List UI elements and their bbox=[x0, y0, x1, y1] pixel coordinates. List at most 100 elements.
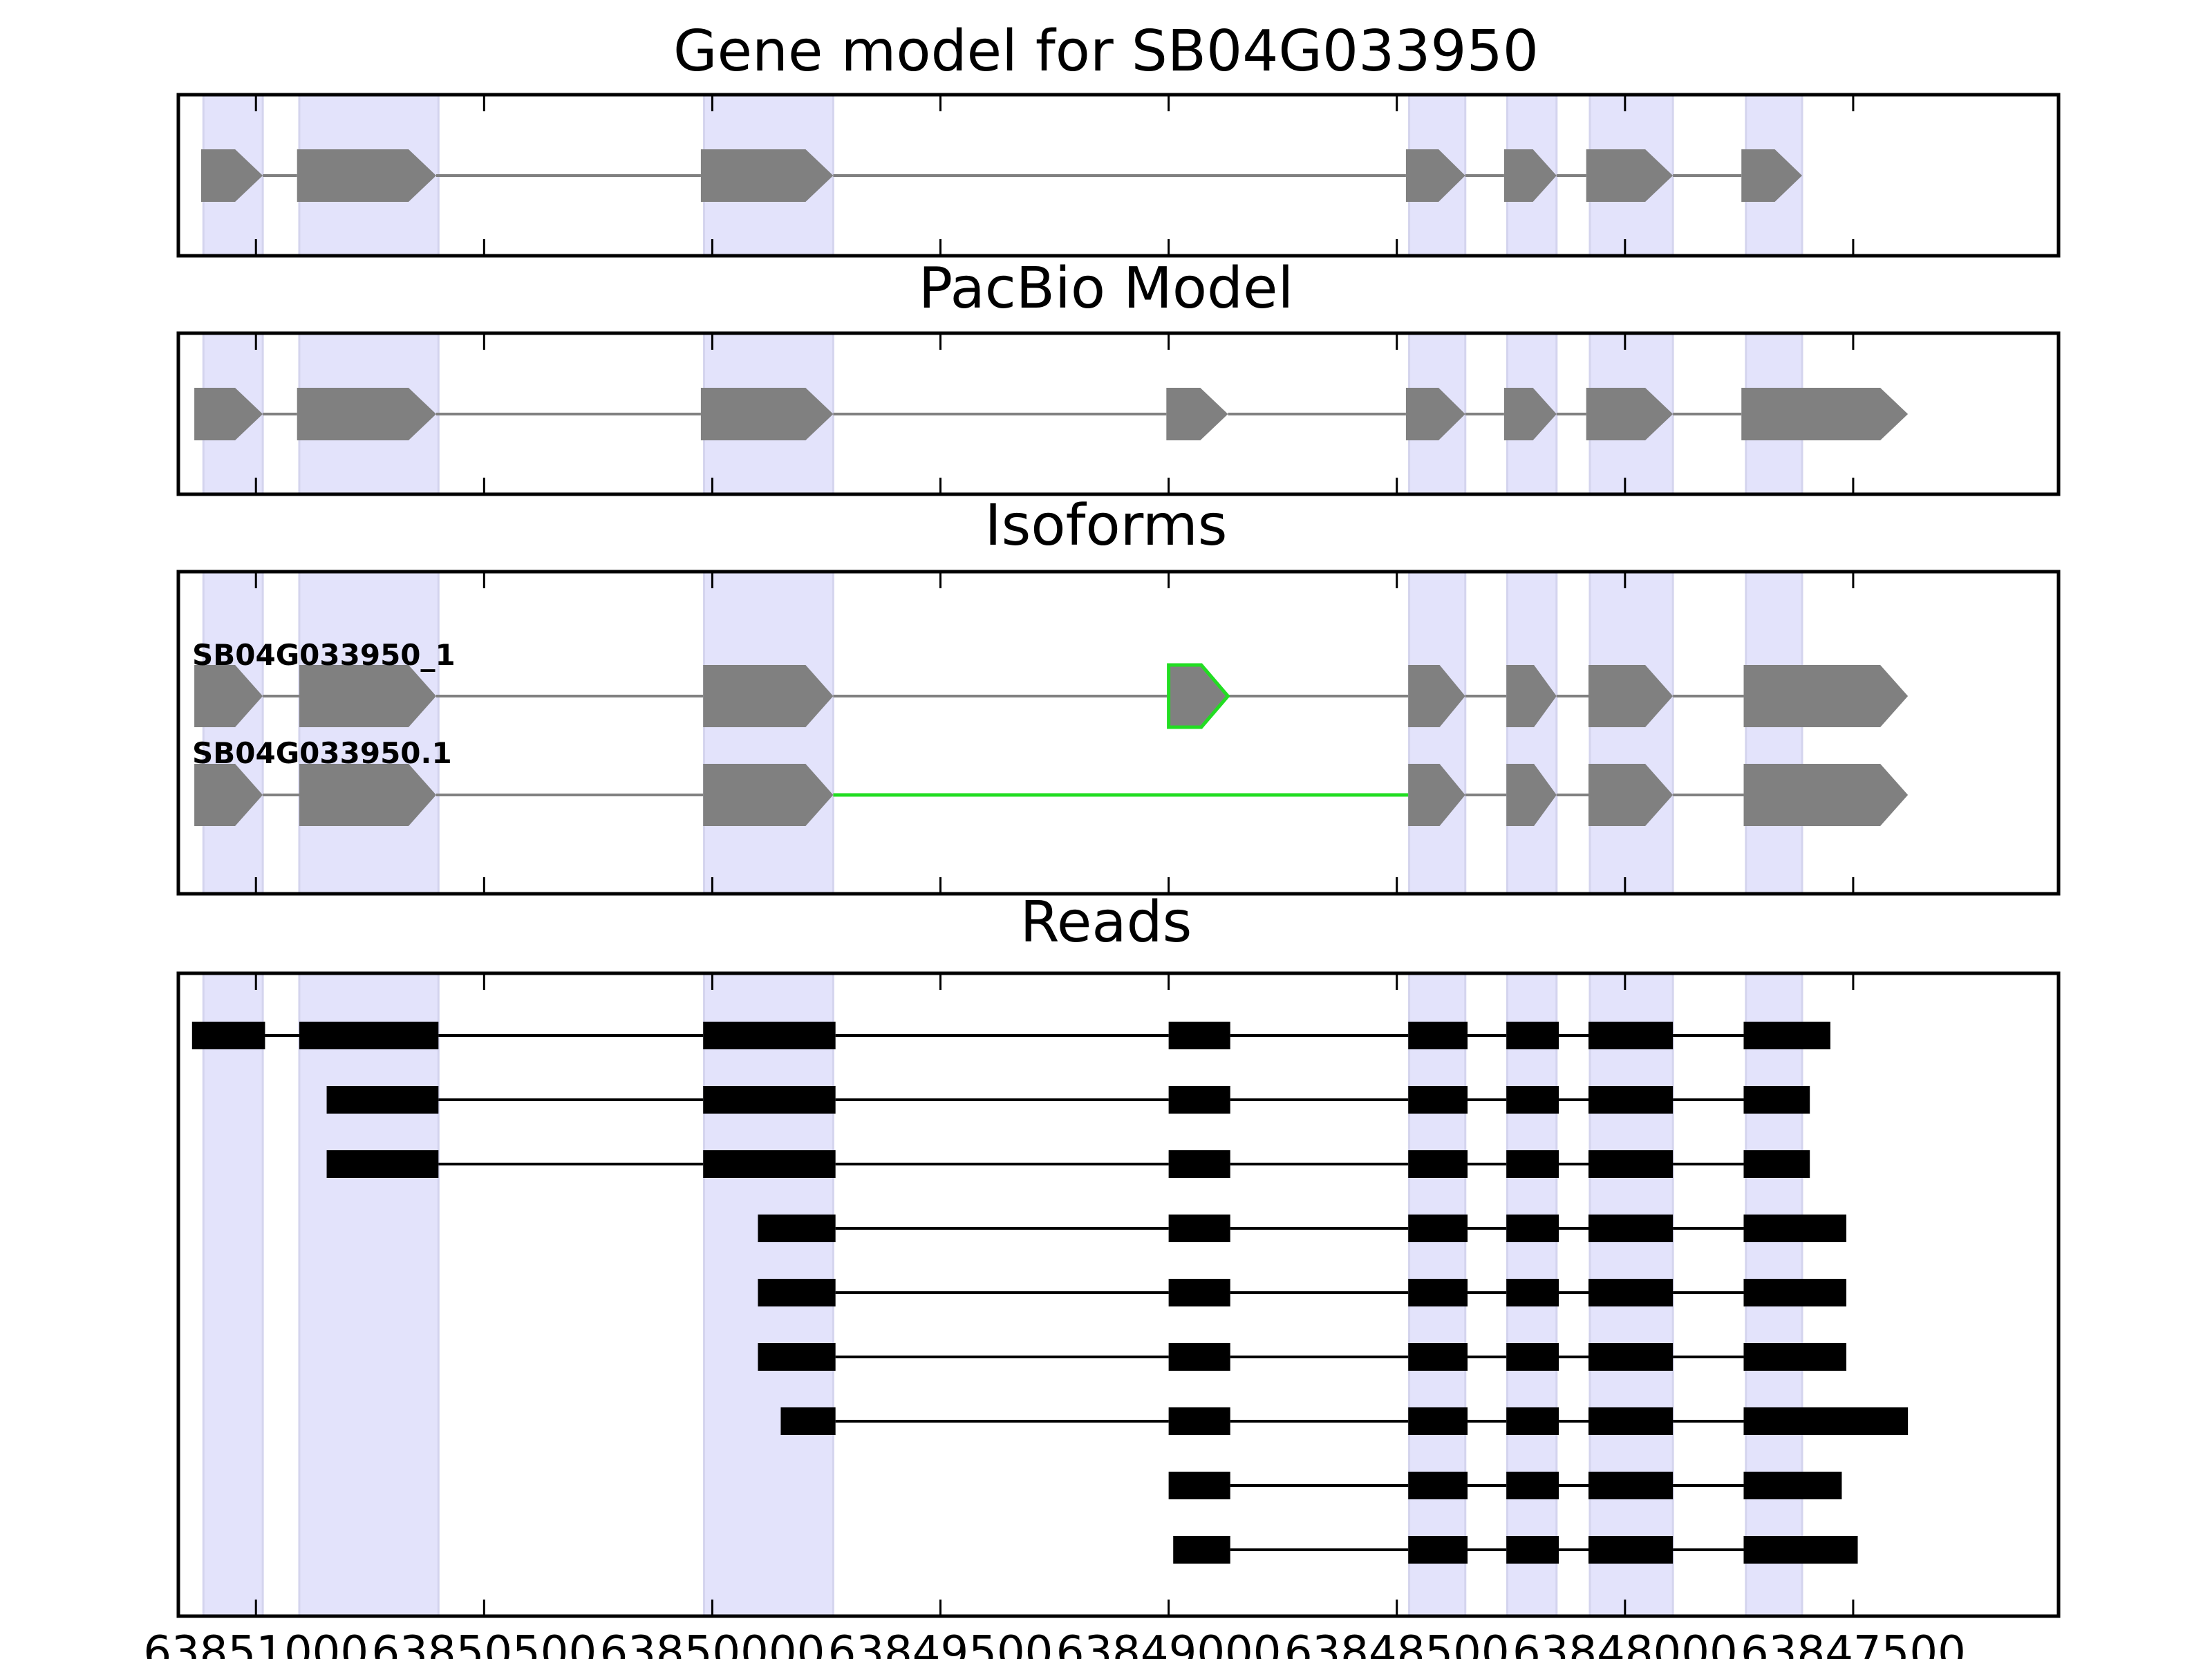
read-block bbox=[703, 1022, 836, 1049]
read-block bbox=[1588, 1150, 1674, 1178]
read-block bbox=[1506, 1215, 1559, 1242]
exon-block bbox=[1408, 764, 1465, 826]
read-block bbox=[326, 1150, 439, 1178]
read-block bbox=[1588, 1536, 1674, 1564]
read-block bbox=[1588, 1472, 1674, 1499]
exon-block bbox=[194, 665, 263, 727]
exon-block bbox=[1586, 149, 1674, 202]
read-block bbox=[1168, 1150, 1230, 1178]
read-block bbox=[1168, 1407, 1230, 1435]
highlight-region bbox=[1506, 570, 1558, 895]
read-block bbox=[1168, 1343, 1230, 1371]
read-block bbox=[758, 1279, 836, 1306]
read-block bbox=[1408, 1407, 1468, 1435]
read-block bbox=[1408, 1343, 1468, 1371]
x-tick-label: 63848500 bbox=[1284, 1627, 1510, 1659]
exon-block bbox=[1506, 665, 1557, 727]
read-block bbox=[1168, 1279, 1230, 1306]
read-block bbox=[1588, 1215, 1674, 1242]
exon-block bbox=[1743, 764, 1909, 826]
track-layer bbox=[191, 149, 1909, 1564]
exon-block bbox=[1741, 149, 1802, 202]
read-block bbox=[1168, 1215, 1230, 1242]
exon-block bbox=[1405, 388, 1465, 440]
read-block bbox=[1168, 1086, 1230, 1114]
exon-block bbox=[194, 388, 263, 440]
read-block bbox=[1168, 1472, 1230, 1499]
highlight-region bbox=[202, 972, 264, 1618]
exon-block bbox=[299, 665, 436, 727]
read-block bbox=[1743, 1215, 1847, 1242]
read-block bbox=[1408, 1086, 1468, 1114]
x-axis-ticks: 63851000 63850500 63850000 63849500 63849000… bbox=[143, 95, 1966, 1659]
exon-block bbox=[297, 388, 436, 440]
read-block bbox=[1506, 1022, 1559, 1049]
highlight-region bbox=[1745, 570, 1803, 895]
read-block bbox=[1743, 1343, 1847, 1371]
isoform-label-1: SB04G033950_1 bbox=[192, 638, 456, 672]
exon-block bbox=[194, 764, 263, 826]
read-block bbox=[1408, 1472, 1468, 1499]
exon-block bbox=[700, 149, 834, 202]
read-block bbox=[1743, 1086, 1810, 1114]
x-tick-label: 63849500 bbox=[828, 1627, 1053, 1659]
read-block bbox=[1408, 1215, 1468, 1242]
read-block bbox=[1506, 1150, 1559, 1178]
x-tick-label: 63850500 bbox=[371, 1627, 597, 1659]
highlight-region bbox=[298, 570, 440, 895]
read-block bbox=[1588, 1022, 1674, 1049]
exon-block bbox=[297, 149, 436, 202]
panel-frame bbox=[176, 93, 2061, 258]
read-block bbox=[1588, 1343, 1674, 1371]
exon-block bbox=[1743, 665, 1909, 727]
read-block bbox=[1743, 1279, 1847, 1306]
read-block bbox=[1506, 1086, 1559, 1114]
read-block bbox=[703, 1086, 836, 1114]
read-block bbox=[758, 1343, 836, 1371]
read-block bbox=[1408, 1279, 1468, 1306]
read-block bbox=[1506, 1279, 1559, 1306]
read-block bbox=[1743, 1472, 1842, 1499]
exon-block bbox=[1503, 388, 1557, 440]
exon-block bbox=[1506, 764, 1557, 826]
panel-frame bbox=[176, 570, 2061, 896]
exon-block bbox=[703, 764, 834, 826]
highlight-region bbox=[298, 972, 440, 1618]
x-tick-label: 63850000 bbox=[600, 1627, 825, 1659]
x-tick-label: 63849000 bbox=[1056, 1627, 1282, 1659]
exon-block bbox=[1405, 149, 1465, 202]
exon-block bbox=[1408, 665, 1465, 727]
read-block bbox=[1506, 1407, 1559, 1435]
read-block bbox=[780, 1407, 836, 1435]
panel-frame bbox=[176, 331, 2061, 496]
panel-frames bbox=[176, 93, 2061, 1618]
read-block bbox=[1588, 1086, 1674, 1114]
exon-block bbox=[700, 388, 834, 440]
exon-block bbox=[703, 665, 834, 727]
gene-model-panel-title: Gene model for SB04G033950 bbox=[673, 19, 1539, 84]
read-block bbox=[1408, 1150, 1468, 1178]
exon-block bbox=[1741, 388, 1909, 440]
isoform-label-2: SB04G033950.1 bbox=[192, 736, 452, 770]
read-block bbox=[1588, 1407, 1674, 1435]
read-block bbox=[1506, 1343, 1559, 1371]
exon-block bbox=[1588, 764, 1674, 826]
panel-frame bbox=[176, 971, 2061, 1618]
read-block bbox=[299, 1022, 439, 1049]
read-block bbox=[1408, 1022, 1468, 1049]
highlight-region bbox=[1588, 570, 1674, 895]
highlight-region bbox=[703, 570, 834, 895]
read-block bbox=[1506, 1536, 1559, 1564]
highlight-region bbox=[202, 570, 264, 895]
read-block bbox=[1743, 1536, 1858, 1564]
exon-block bbox=[1166, 388, 1228, 440]
exon-block bbox=[1503, 149, 1557, 202]
read-block bbox=[191, 1022, 265, 1049]
read-block bbox=[1588, 1279, 1674, 1306]
read-block bbox=[758, 1215, 836, 1242]
read-block bbox=[1173, 1536, 1230, 1564]
x-tick-label: 63847500 bbox=[1741, 1627, 1966, 1659]
read-block bbox=[1506, 1472, 1559, 1499]
reads-panel-title: Reads bbox=[1020, 890, 1192, 955]
exon-block bbox=[1586, 388, 1674, 440]
